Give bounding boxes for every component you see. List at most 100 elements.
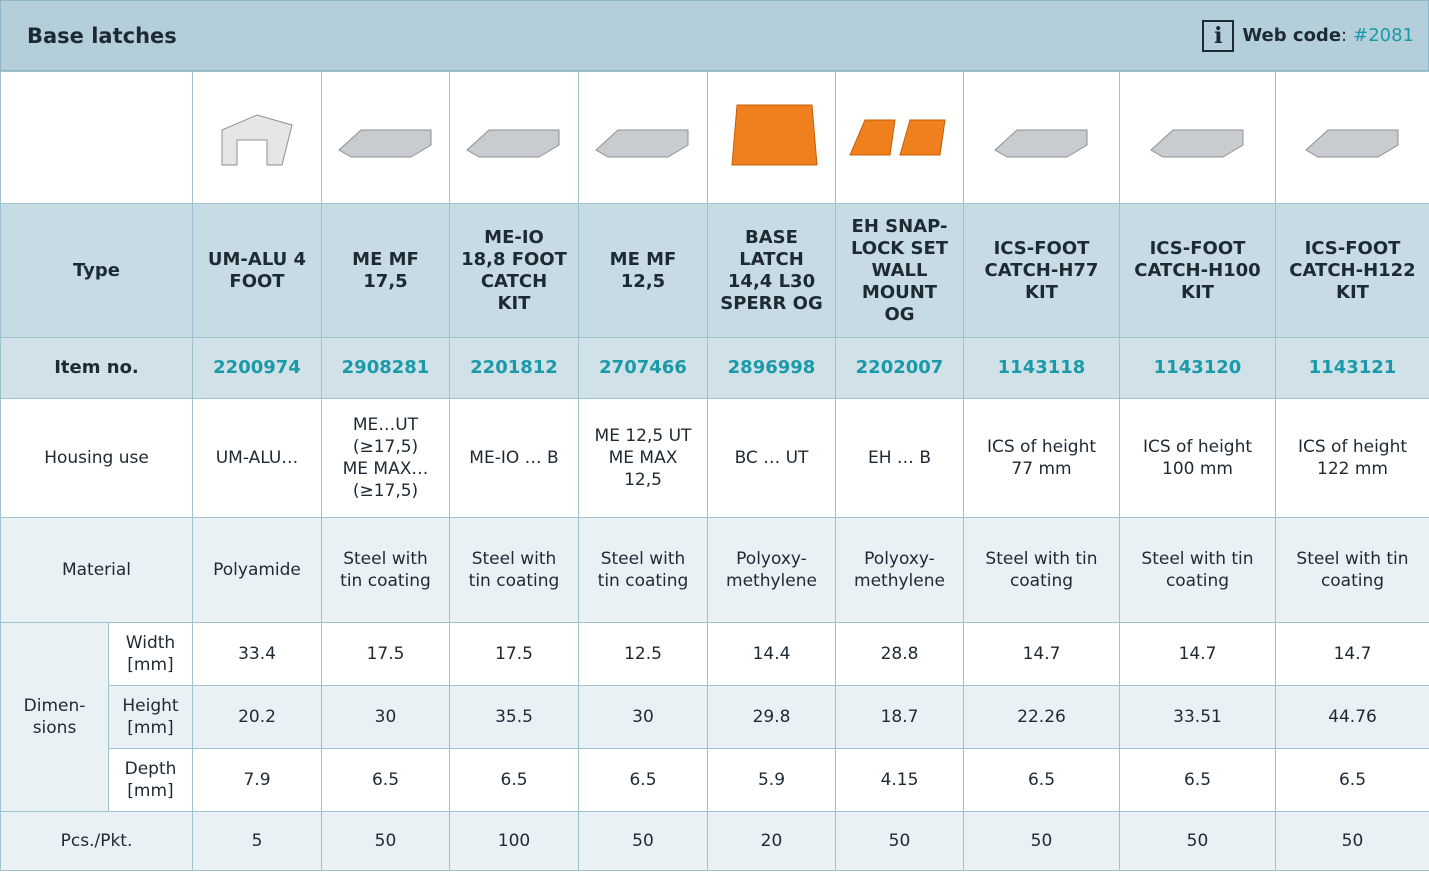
cell: ME-IO 18,8 FOOT CATCH KIT	[449, 203, 579, 338]
cell: 44.76	[1275, 685, 1429, 749]
cell: 35.5	[449, 685, 579, 749]
cell: ICS of height 100 mm	[1119, 398, 1276, 518]
web-code: i Web code : #2081	[1202, 19, 1414, 52]
cell: 6.5	[578, 748, 708, 812]
web-code-label: Web code	[1242, 25, 1342, 46]
item-number[interactable]: 2202007	[835, 337, 964, 399]
cell: 6.5	[963, 748, 1120, 812]
product-shape	[595, 129, 689, 157]
cell: 28.8	[835, 622, 964, 686]
cell: 6.5	[1119, 748, 1276, 812]
product-image-cell	[192, 71, 322, 204]
cell: 29.8	[707, 685, 836, 749]
cell: 6.5	[1275, 748, 1429, 812]
item-number[interactable]: 2201812	[449, 337, 579, 399]
cell: 12.5	[578, 622, 708, 686]
cell: Steel with tin coating	[578, 517, 708, 623]
web-code-link[interactable]: #2081	[1353, 25, 1414, 46]
item-number[interactable]: 2896998	[707, 337, 836, 399]
row-label: Housing use	[0, 398, 193, 518]
product-image-cell	[449, 71, 579, 204]
cell: 100	[449, 811, 579, 871]
product-image-cell	[321, 71, 450, 204]
cell: 20.2	[192, 685, 322, 749]
cell: Steel with tin coating	[1275, 517, 1429, 623]
table-row: Item no. 2200974 2908281 2201812 2707466 2896…	[0, 337, 1429, 399]
product-shape	[466, 129, 560, 157]
item-number[interactable]: 2908281	[321, 337, 450, 399]
row-label: Material	[0, 517, 193, 623]
product-image-cell	[1275, 71, 1429, 204]
product-image-cell	[835, 71, 964, 204]
cell: 18.7	[835, 685, 964, 749]
cell: 50	[835, 811, 964, 871]
cell: Steel with tin coating	[449, 517, 579, 623]
cell: 14.7	[1119, 622, 1276, 686]
table-row: Material Polyamide Steel with tin coating S…	[0, 517, 1429, 623]
sub-label: Width [mm]	[108, 622, 193, 686]
cell: 50	[1119, 811, 1276, 871]
table-row: Housing use UM-ALU… ME…UT (≥17,5) ME MAX… …	[0, 398, 1429, 518]
product-image	[730, 104, 818, 165]
product-image	[595, 129, 689, 157]
table-row	[0, 71, 1429, 204]
cell: Polyamide	[192, 517, 322, 623]
cell: 33.51	[1119, 685, 1276, 749]
cell: 50	[963, 811, 1120, 871]
product-shape	[1304, 129, 1398, 157]
cell: ME MF 17,5	[321, 203, 450, 338]
product-image-cell	[1119, 71, 1276, 204]
cell: ME…UT (≥17,5) ME MAX… (≥17,5)	[321, 398, 450, 518]
product-image	[337, 129, 431, 157]
cell: ICS-FOOT CATCH-H122 KIT	[1275, 203, 1429, 338]
cell: Polyoxy- methylene	[835, 517, 964, 623]
cell: Steel with tin coating	[963, 517, 1120, 623]
product-shape	[337, 129, 431, 157]
item-number[interactable]: 1143121	[1275, 337, 1429, 399]
product-image	[1149, 129, 1243, 157]
cell: 14.7	[963, 622, 1120, 686]
cell: Polyoxy- methylene	[707, 517, 836, 623]
cell: 33.4	[192, 622, 322, 686]
product-image	[848, 119, 946, 155]
product-shape	[221, 113, 293, 165]
product-shape	[993, 129, 1087, 157]
item-number[interactable]: 2707466	[578, 337, 708, 399]
cell: ICS-FOOT CATCH-H77 KIT	[963, 203, 1120, 338]
item-number[interactable]: 1143120	[1119, 337, 1276, 399]
product-image-cell	[578, 71, 708, 204]
product-image-cell	[963, 71, 1120, 204]
product-shape	[730, 104, 818, 165]
cell: 6.5	[321, 748, 450, 812]
cell: 20	[707, 811, 836, 871]
item-number[interactable]: 1143118	[963, 337, 1120, 399]
product-image	[993, 129, 1087, 157]
product-shape	[1149, 129, 1243, 157]
table-row: Type UM-ALU 4 FOOT ME MF 17,5 ME-IO 18,8 FO…	[0, 203, 1429, 338]
product-table: Type UM-ALU 4 FOOT ME MF 17,5 ME-IO 18,8 FO…	[0, 71, 1429, 871]
product-image	[1304, 129, 1398, 157]
table-row: Depth [mm] 7.9 6.5 6.5 6.5 5.9 4.15 6.5 6.5 6.5	[1, 748, 1429, 812]
row-label: Dimen- sions	[0, 622, 109, 812]
cell: EH SNAP- LOCK SET WALL MOUNT OG	[835, 203, 964, 338]
row-label: Pcs./Pkt.	[0, 811, 193, 871]
info-icon: i	[1202, 19, 1235, 52]
cell: 14.4	[707, 622, 836, 686]
cell: 50	[578, 811, 708, 871]
row-label: Item no.	[0, 337, 193, 399]
title: Base latches	[27, 23, 177, 48]
table-row: Dimen- sions Width [mm] 33.4 17.5 17.5 12.5 14…	[0, 622, 1429, 812]
cell: 5	[192, 811, 322, 871]
product-image-cell	[707, 71, 836, 204]
item-number[interactable]: 2200974	[192, 337, 322, 399]
cell: UM-ALU 4 FOOT	[192, 203, 322, 338]
cell: 14.7	[1275, 622, 1429, 686]
sub-label: Height [mm]	[108, 685, 193, 749]
cell: 4.15	[835, 748, 964, 812]
product-image	[221, 113, 293, 165]
table-row: Height [mm] 20.2 30 35.5 30 29.8 18.7 22.26 33.5…	[1, 685, 1429, 749]
cell: 50	[1275, 811, 1429, 871]
cell: 17.5	[449, 622, 579, 686]
cell: EH … B	[835, 398, 964, 518]
empty-cell	[0, 71, 193, 204]
